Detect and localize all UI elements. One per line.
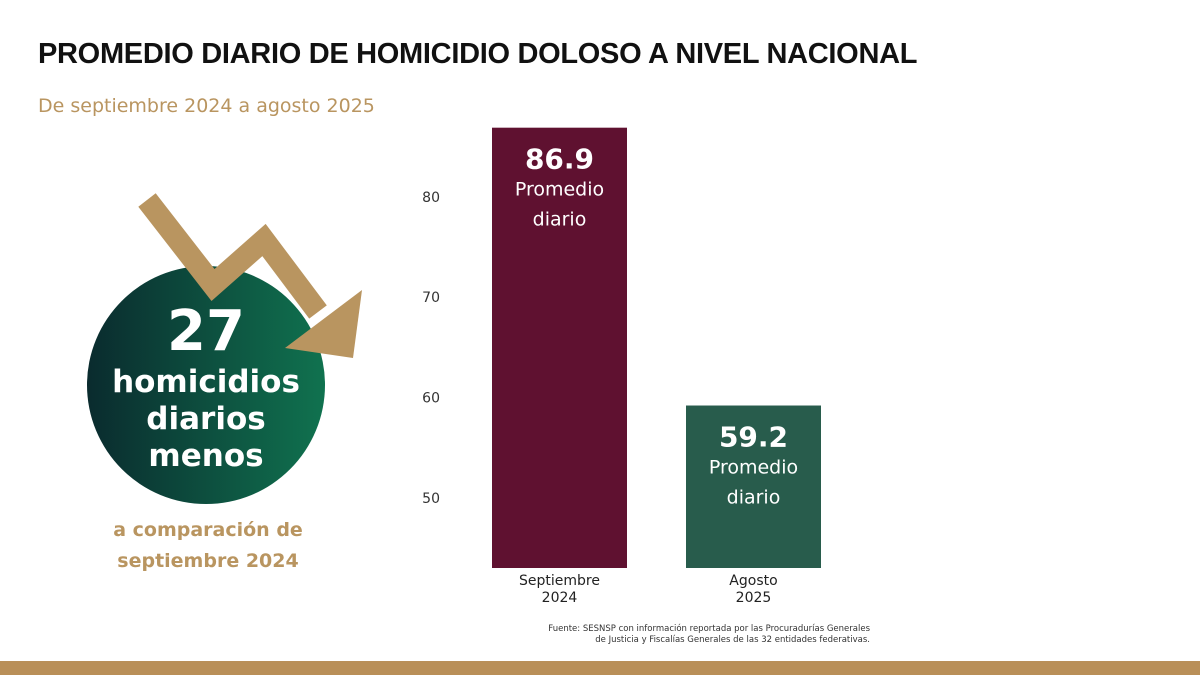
x-tick-label: 2025 (736, 590, 772, 606)
footer-bar (0, 661, 1200, 675)
y-tick-label: 60 (422, 390, 440, 406)
y-tick-label: 50 (422, 491, 440, 507)
callout-text: 27 homicidios diarios menos (87, 300, 325, 475)
bar-chart: 50 60 70 80 86.9 Promedio diario Septiembre2024… (422, 127, 821, 606)
comparison-text: a comparación de septiembre 2024 (113, 519, 303, 572)
bar-sub-label: Promedio (709, 457, 798, 479)
callout-line2: diarios (146, 401, 266, 437)
bar (686, 405, 821, 568)
callout-circle (87, 266, 325, 504)
trend-down-arrow-icon (138, 193, 362, 358)
y-tick-label: 80 (422, 190, 440, 206)
page-title: PROMEDIO DIARIO DE HOMICIDIO DOLOSO A NI… (38, 38, 918, 70)
callout-line3: menos (148, 438, 264, 474)
callout-line1: homicidios (112, 364, 300, 400)
bar-value-label: 59.2 (719, 421, 788, 454)
bar-sub-label: diario (727, 487, 781, 509)
callout-number: 27 (167, 299, 245, 364)
y-tick-label: 70 (422, 290, 440, 306)
page-subtitle: De septiembre 2024 a agosto 2025 (38, 95, 375, 117)
bar-value-label: 86.9 (525, 143, 594, 176)
source-line1: Fuente: SESNSP con información reportada… (548, 624, 870, 634)
x-tick-label: Agosto (729, 573, 777, 589)
bar-sub-label: Promedio (515, 179, 604, 201)
source-line2: de Justicia y Fiscalías Generales de las… (595, 635, 870, 645)
x-tick-label: Septiembre (519, 573, 600, 589)
bar-sub-label: diario (533, 209, 587, 231)
x-tick-label: 2024 (542, 590, 578, 606)
source-note: Fuente: SESNSP con información reportada… (548, 624, 870, 646)
bar (492, 127, 627, 569)
